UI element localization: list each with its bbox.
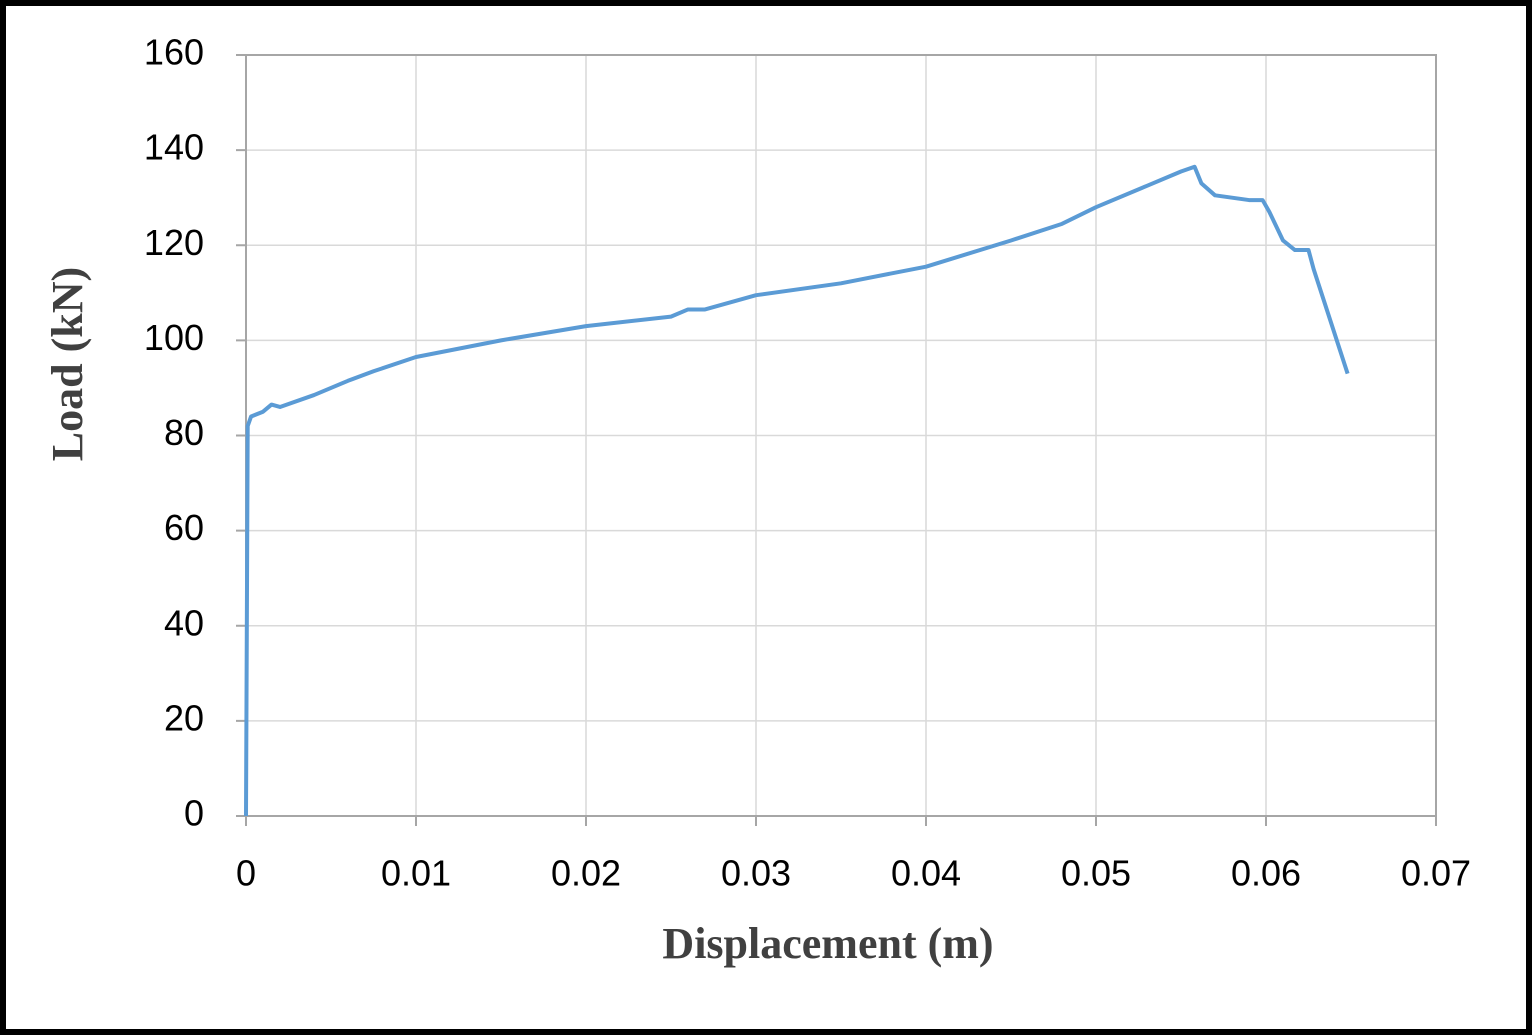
x-tick-label: 0.06 (1231, 853, 1301, 894)
x-tick-label: 0.05 (1061, 853, 1131, 894)
y-tick-label: 100 (144, 317, 204, 358)
data-line (244, 164, 1350, 817)
y-tick-label: 140 (144, 127, 204, 168)
y-tick-label: 0 (184, 793, 204, 834)
y-tick-label: 20 (164, 697, 204, 738)
x-tick-label: 0.02 (551, 853, 621, 894)
y-tick-label: 160 (144, 32, 204, 73)
y-tick-label: 120 (144, 222, 204, 263)
y-tick-label: 60 (164, 507, 204, 548)
x-tick-label: 0.01 (381, 853, 451, 894)
x-tick-label: 0.03 (721, 853, 791, 894)
y-tick-label: 80 (164, 412, 204, 453)
x-tick-label: 0.04 (891, 853, 961, 894)
x-axis-title: Displacement (m) (662, 919, 993, 968)
y-tick-label: 40 (164, 602, 204, 643)
x-tick-label: 0.07 (1401, 853, 1471, 894)
x-tick-label: 0 (236, 853, 256, 894)
y-axis-title: Load (kN) (43, 267, 92, 461)
